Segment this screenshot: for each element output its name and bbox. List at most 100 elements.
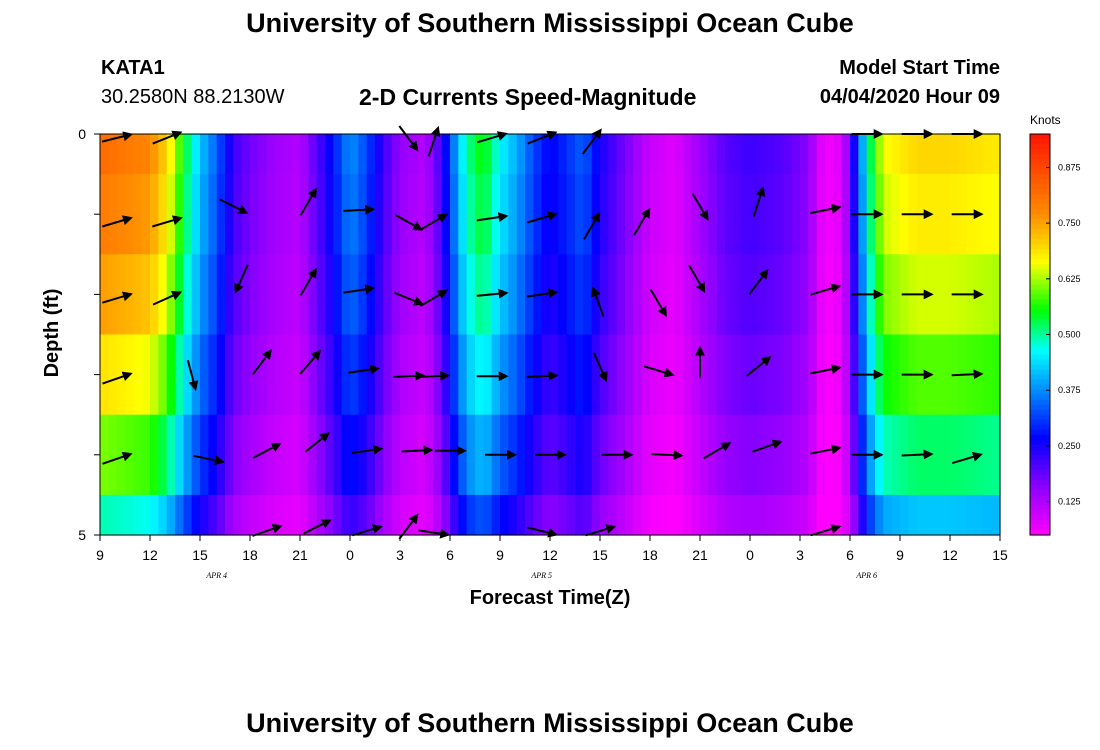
colorbar-segment [1030, 359, 1050, 366]
heatmap-cell [466, 494, 476, 536]
current-vector-arrow [418, 370, 451, 381]
heatmap-cell [575, 334, 584, 416]
heatmap-cell [308, 174, 318, 255]
heatmap-cell [766, 334, 776, 416]
heatmap-cell [250, 494, 259, 536]
heatmap-cell [683, 254, 693, 336]
heatmap-cell [450, 414, 459, 496]
heatmap-cell [191, 494, 201, 536]
heatmap-cell [750, 134, 759, 175]
heatmap-cell [458, 414, 468, 496]
heatmap-cell [558, 174, 568, 255]
heatmap-cell [108, 414, 118, 496]
heatmap-cell [966, 494, 976, 536]
colorbar-tick-label: 0.125 [1058, 497, 1081, 507]
heatmap-cell [508, 174, 518, 255]
heatmap-cell [808, 174, 818, 255]
heatmap-cell [575, 134, 584, 175]
heatmap-cell [700, 334, 709, 416]
heatmap-cell [633, 134, 643, 175]
heatmap-cell [475, 174, 484, 255]
heatmap-cell [525, 134, 534, 175]
heatmap-cell [250, 414, 259, 496]
current-vector-arrow [526, 526, 559, 538]
x-axis-title: Forecast Time(Z) [470, 587, 631, 609]
heatmap-cell [483, 134, 493, 175]
heatmap-cell [525, 334, 534, 416]
heatmap-cell [925, 134, 934, 175]
heatmap-cell [308, 134, 318, 175]
heatmap-cell [150, 134, 159, 175]
heatmap-cell [966, 414, 976, 496]
colorbar-segment [1030, 394, 1050, 401]
heatmap-cell [283, 174, 293, 255]
heatmap-cell [916, 134, 926, 175]
x-tick-label: 15 [992, 547, 1008, 563]
heatmap-cell [458, 334, 468, 416]
y-tick-label: 5 [78, 527, 86, 543]
date-label: APR 6 [855, 571, 877, 580]
heatmap-cell [383, 134, 393, 175]
heatmap-cell [341, 414, 351, 496]
heatmap-cell [458, 134, 468, 175]
heatmap-cell [466, 414, 476, 496]
current-vector-arrow [752, 185, 766, 217]
heatmap-cell [541, 174, 551, 255]
heatmap-cell [533, 174, 543, 255]
heatmap-cell [741, 334, 751, 416]
heatmap-cell [125, 174, 134, 255]
heatmap-cell [775, 494, 784, 536]
colorbar-tick-label: 0.750 [1058, 218, 1081, 228]
heatmap-cell [658, 494, 668, 536]
heatmap-cell [950, 134, 959, 175]
heatmap-cell [125, 494, 134, 536]
heatmap-cell [558, 254, 568, 336]
heatmap-cell [791, 334, 801, 416]
heatmap-cell [516, 254, 526, 336]
colorbar-segment [1030, 424, 1050, 431]
heatmap-cell [108, 334, 118, 416]
heatmap-cell [125, 134, 134, 175]
heatmap-cell [883, 494, 893, 536]
heatmap-cell [950, 414, 959, 496]
heatmap-cell [691, 494, 701, 536]
current-vector-arrow [251, 349, 272, 376]
colorbar-segment [1030, 324, 1050, 331]
heatmap-cell [858, 134, 868, 175]
heatmap-cell [783, 254, 793, 336]
heatmap-cell [191, 414, 201, 496]
heatmap-cell [725, 414, 734, 496]
heatmap-cell [841, 174, 851, 255]
heatmap-cell [941, 414, 951, 496]
heatmap-cell [233, 414, 243, 496]
colorbar-segment [1030, 399, 1050, 406]
heatmap-cell [708, 414, 718, 496]
heatmap-cell [491, 334, 501, 416]
heatmap-cell [808, 134, 818, 175]
heatmap-cell [625, 174, 634, 255]
colorbar-segment [1030, 389, 1050, 396]
current-vector-arrow [102, 371, 133, 385]
heatmap-cell [825, 334, 834, 416]
heatmap-cell [158, 134, 168, 175]
colorbar-segment [1030, 164, 1050, 170]
heatmap-cell [266, 494, 276, 536]
heatmap-cell [316, 174, 326, 255]
heatmap-cell [983, 494, 993, 536]
heatmap-cell [700, 414, 709, 496]
heatmap-cell [116, 334, 126, 416]
heatmap-cell [758, 414, 768, 496]
heatmap-cell [208, 494, 218, 536]
colorbar-segment [1030, 294, 1050, 301]
heatmap-cell [775, 334, 784, 416]
colorbar-segment [1030, 264, 1050, 270]
current-vector-arrow [299, 267, 317, 296]
heatmap-cell [325, 494, 334, 536]
heatmap-cell [558, 134, 568, 175]
x-tick-label: 15 [192, 547, 208, 563]
heatmap-cell [750, 254, 759, 336]
heatmap-cell [141, 414, 151, 496]
heatmap-cell [991, 334, 1001, 416]
heatmap-cell [225, 414, 234, 496]
heatmap-cell [741, 414, 751, 496]
